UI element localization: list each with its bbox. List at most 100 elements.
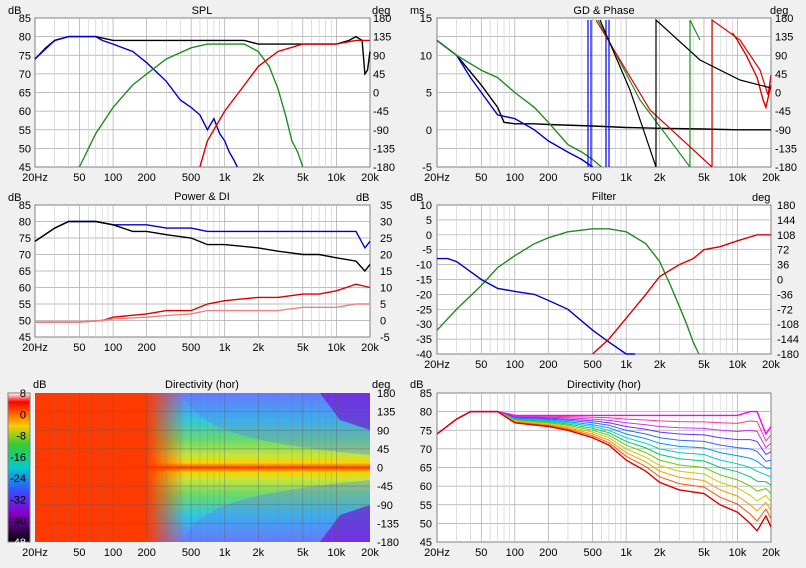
dircurves-ylabel-left: dB (410, 379, 423, 391)
y-tick-label: -135 (377, 518, 399, 530)
y-tick-label: 85 (420, 388, 432, 400)
y-tick-label: 50 (19, 143, 31, 155)
x-tick-label: 200 (137, 547, 155, 559)
x-tick-label: 100 (104, 342, 122, 354)
x-tick-label: 50 (475, 359, 487, 371)
x-tick-label: 50 (73, 172, 85, 184)
y-tick-label: 70 (19, 69, 31, 81)
x-tick-label: 20Hz (22, 547, 48, 559)
x-tick-label: 200 (539, 172, 557, 184)
y-tick-label: -180 (777, 349, 799, 361)
y-tick-label: 0 (426, 230, 432, 242)
x-tick-label: 20k (361, 547, 379, 559)
y-tick-label: 15 (420, 13, 432, 25)
filter-grid (437, 205, 771, 354)
y-tick-label: 80 (420, 407, 432, 419)
y-tick-label: 5 (426, 215, 432, 227)
series-line (592, 234, 771, 355)
power-series (34, 220, 371, 323)
y-tick-label: 0 (426, 125, 432, 137)
x-tick-label: 10k (328, 547, 346, 559)
series-line (35, 283, 371, 323)
x-tick-label: 2k (253, 172, 265, 184)
y-tick-label: 180 (777, 200, 795, 212)
y-tick-label: -25 (416, 304, 432, 316)
x-tick-label: 100 (104, 172, 122, 184)
x-tick-label: 20k (762, 172, 780, 184)
y-tick-label: 36 (777, 260, 789, 272)
x-tick-label: 1k (219, 172, 231, 184)
x-tick-label: 100 (506, 172, 524, 184)
y-tick-label: 8 (20, 388, 26, 400)
y-tick-label: 0 (20, 409, 26, 421)
x-tick-label: 1k (219, 342, 231, 354)
dircurves-title: Directivity (hor) (567, 379, 641, 391)
x-tick-label: 500 (182, 342, 200, 354)
y-tick-label: 45 (19, 332, 31, 344)
series-line (34, 220, 371, 273)
dirmap-yticks-right: 180 135 90 45 0 -45 -90 -135 -180 (377, 388, 399, 549)
x-tick-label: 500 (583, 172, 601, 184)
dirmap-ylabel-left: dB (33, 379, 46, 391)
filter-yticks-left: 10 5 0 -5 -10 -15 -20 -25 -30 -35 -40 (416, 200, 432, 361)
dirmap-grid (35, 393, 370, 542)
x-tick-label: 500 (583, 547, 601, 559)
x-tick-label: 20Hz (424, 547, 450, 559)
x-tick-label: 200 (137, 172, 155, 184)
x-tick-label: 20Hz (22, 172, 48, 184)
y-tick-label: 75 (19, 233, 31, 245)
y-tick-label: 108 (777, 230, 795, 242)
gd-ylabel-left: ms (410, 5, 425, 17)
y-tick-label: 144 (777, 215, 795, 227)
y-tick-label: 45 (377, 444, 389, 456)
y-tick-label: 90 (373, 50, 385, 62)
y-tick-label: 10 (420, 200, 432, 212)
series-line (35, 303, 370, 323)
x-tick-label: 5k (297, 342, 309, 354)
y-tick-label: -16 (10, 452, 26, 464)
x-tick-label: 500 (583, 359, 601, 371)
y-tick-label: -8 (16, 431, 26, 443)
power-title: Power & DI (174, 191, 230, 203)
dirmap-lower-lobe (180, 480, 370, 542)
x-tick-label: 20k (361, 342, 379, 354)
y-tick-label: 80 (19, 217, 31, 229)
gd-ylabel-right: deg (770, 5, 788, 17)
y-tick-label: -180 (373, 162, 395, 174)
dirmap-panel: 8 0 -8 -16 -24 -32 -40 -48 Directivity (hor) dB… (7, 379, 399, 559)
series-line (436, 39, 771, 131)
filter-title: Filter (592, 191, 617, 203)
power-ylabel-left: dB (8, 192, 21, 204)
y-tick-label: -40 (416, 349, 432, 361)
x-tick-label: 20Hz (424, 172, 450, 184)
y-tick-label: -32 (10, 494, 26, 506)
y-tick-label: 90 (377, 425, 389, 437)
gd-yticks-right: 180 135 90 45 0 -45 -90 -135 -180 (775, 13, 797, 174)
filter-ylabel-left: dB (410, 192, 423, 204)
y-tick-label: -135 (373, 143, 395, 155)
dirmap-upper-lobe (180, 393, 370, 455)
y-tick-label: -10 (416, 260, 432, 272)
y-tick-label: 5 (380, 299, 386, 311)
y-tick-label: 25 (380, 233, 392, 245)
spl-xticks: 20Hz 50 100 200 500 1k 2k 5k 10k 20k (22, 172, 379, 184)
y-tick-label: 50 (19, 316, 31, 328)
y-tick-label: 180 (373, 13, 391, 25)
y-tick-label: 0 (373, 88, 379, 100)
spl-series (34, 35, 371, 168)
y-tick-label: 65 (19, 266, 31, 278)
x-tick-label: 50 (73, 342, 85, 354)
y-tick-label: 180 (377, 388, 395, 400)
power-ylabel-right: dB (356, 192, 369, 204)
y-tick-label: 15 (380, 266, 392, 278)
y-tick-label: 0 (775, 88, 781, 100)
filter-ylabel-right: deg (752, 192, 770, 204)
gd-title: GD & Phase (573, 5, 634, 17)
x-tick-label: 200 (539, 547, 557, 559)
x-tick-label: 200 (539, 359, 557, 371)
y-tick-label: 30 (380, 217, 392, 229)
y-tick-label: -135 (775, 143, 797, 155)
y-tick-label: -24 (10, 473, 26, 485)
x-tick-label: 2k (654, 359, 666, 371)
